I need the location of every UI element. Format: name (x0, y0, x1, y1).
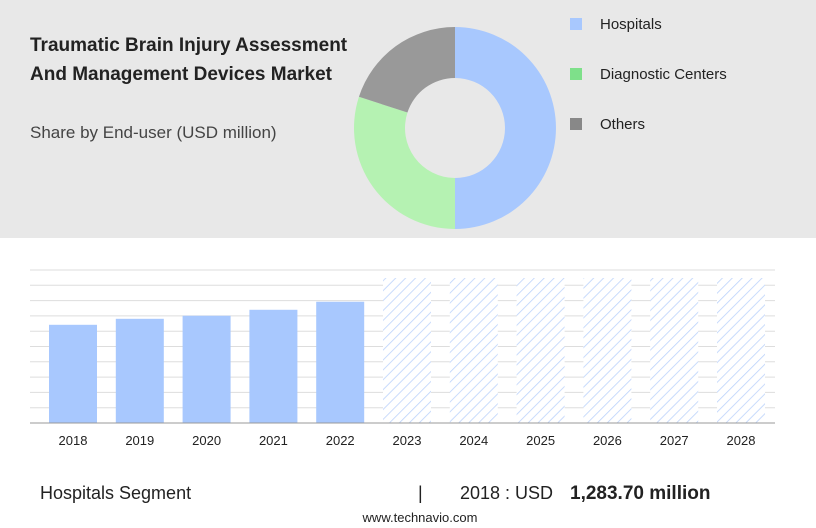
legend-swatch (570, 118, 582, 130)
x-tick-label: 2022 (326, 433, 355, 448)
donut-segment (358, 27, 455, 113)
x-tick-label: 2026 (593, 433, 622, 448)
bar (249, 309, 298, 423)
forecast-placeholder (449, 278, 498, 423)
forecast-placeholder (516, 278, 565, 423)
x-tick-label: 2020 (192, 433, 221, 448)
x-tick-label: 2019 (125, 433, 154, 448)
forecast-placeholder (717, 278, 765, 423)
x-tick-label: 2018 (59, 433, 88, 448)
legend-swatch (570, 18, 582, 30)
x-tick-label: 2024 (459, 433, 488, 448)
footer-value: 1,283.70 million (570, 483, 710, 504)
footer-segment: Hospitals Segment (40, 483, 191, 503)
x-tick-label: 2023 (393, 433, 422, 448)
chart-title: Traumatic Brain Injury Assessment And Ma… (30, 35, 348, 85)
x-tick-label: 2025 (526, 433, 555, 448)
x-tick-label: 2027 (660, 433, 689, 448)
footer-year: 2018 : USD (460, 483, 553, 503)
donut-segment (455, 27, 556, 229)
legend-label: Hospitals (600, 16, 662, 33)
legend-label: Others (600, 116, 645, 133)
chart-subtitle: Share by End-user (USD million) (30, 123, 277, 142)
bar (115, 318, 164, 423)
forecast-placeholder (583, 278, 632, 423)
footer-separator: | (418, 483, 423, 503)
donut-segment (353, 96, 455, 230)
footer-source: www.technavio.com (362, 510, 478, 525)
bar (49, 324, 97, 423)
forecast-placeholder (383, 278, 431, 423)
legend-label: Diagnostic Centers (600, 66, 727, 83)
x-tick-label: 2028 (727, 433, 756, 448)
x-tick-label: 2021 (259, 433, 288, 448)
bar (316, 301, 365, 423)
bar (182, 315, 231, 423)
forecast-placeholder (650, 278, 699, 423)
legend-swatch (570, 68, 582, 80)
